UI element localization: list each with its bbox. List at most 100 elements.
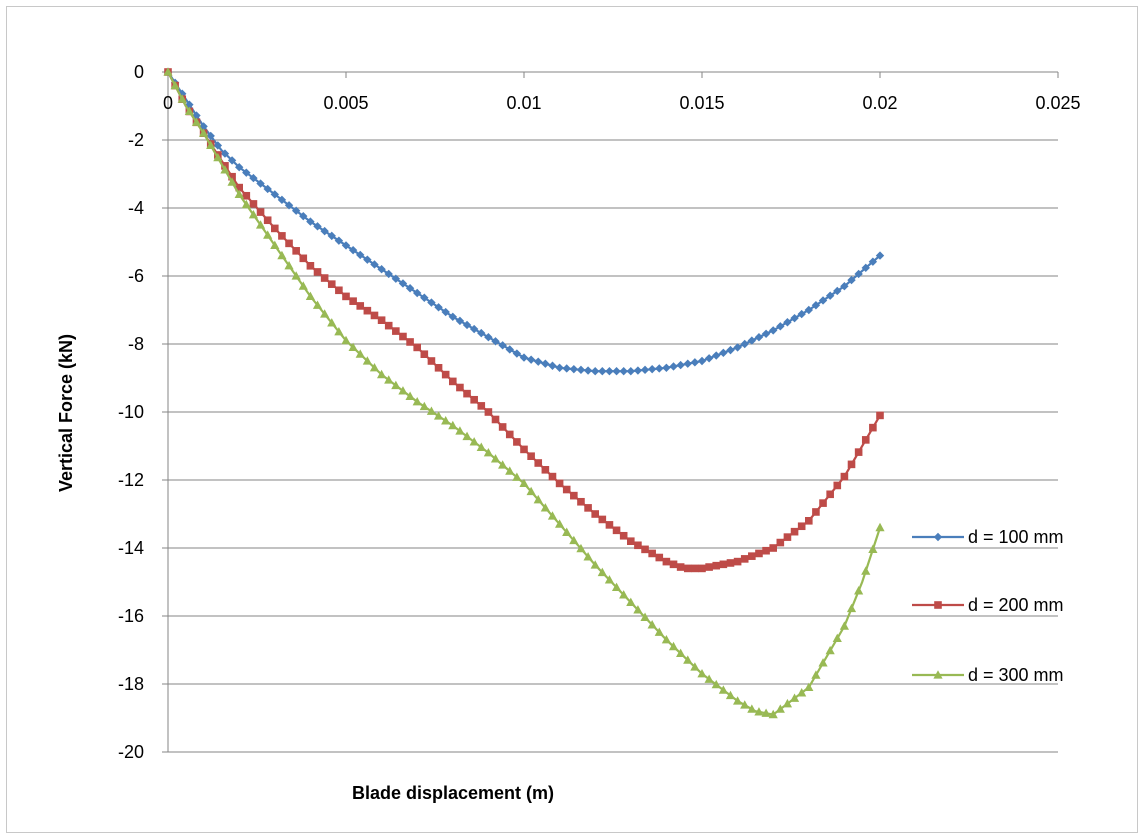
x-tick-label: 0.005: [323, 93, 368, 113]
data-point: [605, 367, 614, 376]
data-point: [234, 189, 244, 198]
data-point: [626, 367, 635, 376]
legend-label: d = 200 mm: [968, 595, 1064, 615]
data-point: [191, 117, 202, 126]
data-point: [847, 275, 856, 285]
data-point: [861, 566, 871, 575]
data-point: [163, 67, 173, 76]
data-point: [256, 208, 265, 216]
data-point: [676, 360, 685, 370]
data-point: [789, 693, 800, 702]
series-group: [163, 67, 885, 719]
data-point: [362, 356, 372, 365]
data-point: [249, 173, 258, 183]
x-axis: 0 0.005 0.01 0.015 0.02 0.025: [163, 71, 1081, 113]
data-point: [341, 241, 351, 250]
data-point: [704, 354, 714, 363]
data-point: [271, 224, 279, 233]
data-point: [769, 326, 778, 335]
data-point: [355, 349, 365, 358]
data-point: [434, 364, 443, 372]
series-3: [163, 67, 885, 719]
data-point: [811, 670, 821, 679]
data-point: [456, 383, 464, 392]
data-point: [477, 402, 486, 410]
data-point: [648, 549, 656, 558]
data-point: [377, 316, 386, 324]
data-point: [491, 337, 500, 346]
data-point: [683, 655, 693, 664]
data-point: [228, 172, 236, 181]
data-point: [291, 206, 301, 215]
data-point: [762, 546, 770, 555]
data-point: [812, 508, 820, 516]
data-point: [690, 358, 700, 367]
data-point: [305, 291, 315, 300]
data-point: [839, 621, 849, 630]
data-point: [384, 269, 393, 279]
data-point: [391, 380, 401, 390]
data-point: [392, 327, 400, 335]
data-point: [934, 601, 942, 609]
data-point: [327, 318, 337, 327]
data-point: [661, 635, 671, 644]
data-point: [854, 448, 863, 456]
data-point: [335, 286, 343, 295]
data-point: [476, 442, 486, 451]
data-point: [790, 313, 799, 323]
data-point: [427, 357, 436, 365]
data-point: [199, 128, 209, 137]
data-point: [697, 356, 707, 366]
data-point: [869, 423, 877, 432]
data-point: [278, 232, 286, 240]
y-axis: 0 -2 -4 -6 -8 -10 -12 -14 -16 -18 -20: [118, 62, 169, 762]
legend-label: d = 100 mm: [968, 527, 1064, 547]
data-point: [833, 481, 842, 490]
data-point: [313, 222, 322, 231]
data-point: [619, 590, 629, 599]
data-point: [242, 191, 251, 200]
data-point: [598, 515, 607, 524]
y-tick-label: -14: [118, 538, 144, 558]
data-point: [733, 343, 742, 352]
legend-item-1: d = 100 mm: [912, 527, 1064, 547]
y-tick-label: -16: [118, 606, 144, 626]
data-point: [248, 210, 259, 219]
y-tick-label: 0: [134, 62, 144, 82]
y-tick-label: -18: [118, 674, 144, 694]
data-point: [249, 200, 258, 208]
data-point: [370, 260, 379, 269]
legend-label: d = 300 mm: [968, 665, 1064, 685]
data-point: [448, 312, 457, 321]
data-point: [547, 511, 558, 520]
data-point: [341, 335, 351, 345]
data-point: [490, 454, 501, 463]
data-point: [519, 353, 529, 362]
data-point: [348, 342, 358, 351]
data-point: [470, 395, 478, 404]
data-point: [634, 541, 642, 550]
data-point: [562, 485, 571, 494]
data-point: [640, 365, 650, 375]
data-point: [512, 349, 522, 358]
data-point: [327, 231, 336, 241]
data-point: [206, 140, 216, 150]
data-point: [534, 357, 543, 366]
data-point: [441, 370, 450, 379]
data-point: [805, 517, 813, 525]
data-point: [256, 179, 265, 188]
data-point: [676, 563, 685, 571]
data-point: [705, 563, 713, 571]
data-point: [534, 459, 543, 467]
data-point: [384, 321, 393, 330]
data-point: [761, 329, 771, 338]
data-point: [555, 519, 565, 528]
data-point: [491, 415, 500, 424]
data-point: [227, 156, 237, 165]
data-point: [555, 479, 564, 488]
data-point: [783, 318, 792, 327]
data-point: [833, 286, 842, 296]
data-point: [861, 436, 870, 444]
data-point: [391, 274, 401, 283]
